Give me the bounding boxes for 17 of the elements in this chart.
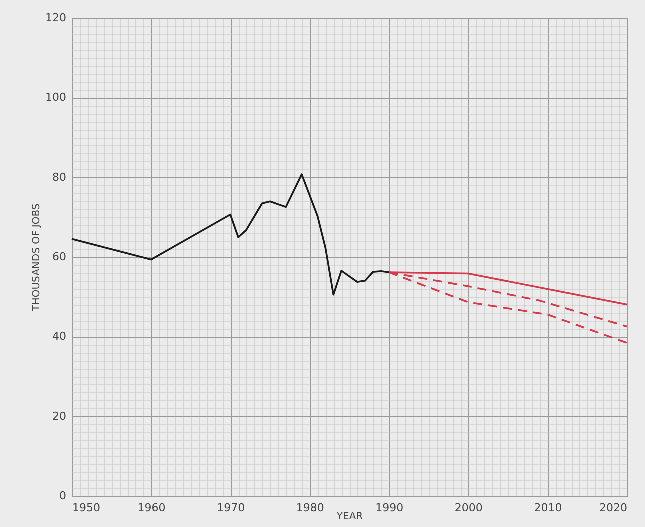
y-tick-label: 20	[52, 410, 66, 423]
y-axis-title: THOUSANDS OF JOBS	[32, 204, 43, 312]
x-axis-title: YEAR	[336, 512, 364, 522]
y-tick-label: 60	[52, 250, 66, 264]
x-tick-label: 1960	[138, 502, 166, 514]
y-tick-label: 40	[52, 330, 66, 344]
x-tick-label: 1950	[72, 502, 100, 514]
x-tick-label: 1970	[217, 502, 246, 514]
y-tick-label: 0	[60, 490, 66, 502]
x-tick-label: 1990	[376, 502, 404, 514]
x-tick-label: 1980	[296, 502, 324, 514]
y-tick-label: 120	[46, 12, 66, 24]
x-tick-label: 2000	[454, 502, 483, 514]
x-tick-label: 2020	[600, 502, 628, 514]
y-tick-label: 80	[52, 170, 66, 184]
x-tick-label: 2010	[534, 502, 562, 514]
y-tick-label: 100	[46, 91, 66, 104]
